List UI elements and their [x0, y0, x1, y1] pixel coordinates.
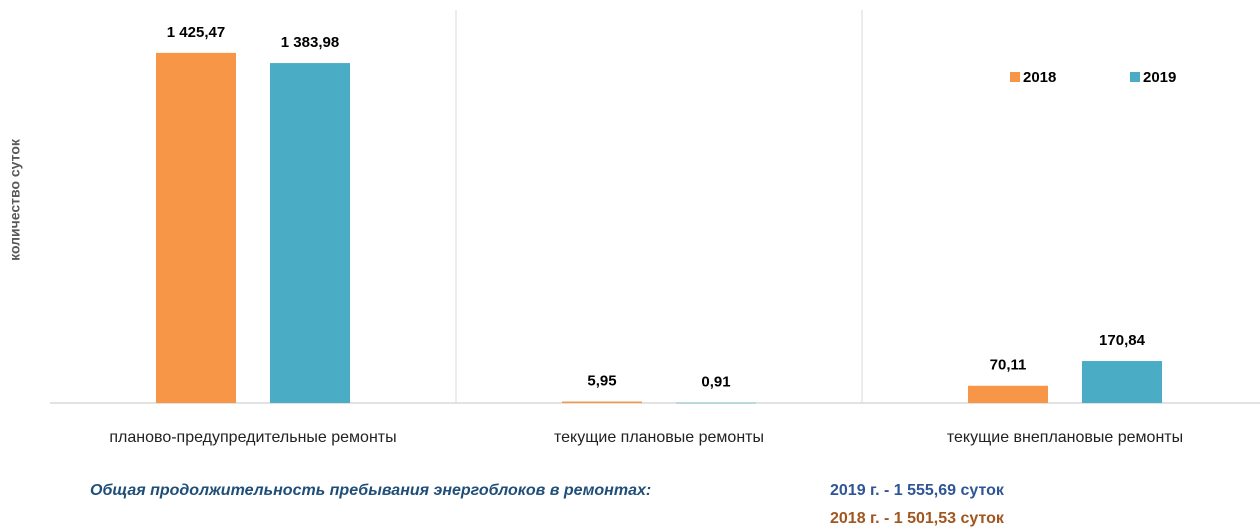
- bar: [676, 402, 756, 404]
- bar: [968, 385, 1048, 403]
- annotation: Общая продолжительность пребывания энерг…: [90, 482, 651, 499]
- x-tick-label: текущие плановые ремонты: [554, 429, 764, 446]
- x-tick-label: планово-предупредительные ремонты: [109, 429, 396, 446]
- value-label: 0,91: [701, 374, 730, 391]
- bar: [156, 52, 236, 404]
- value-label: 1 383,98: [281, 34, 339, 51]
- annotation: 2019 г. - 1 555,69 суток: [830, 482, 1005, 499]
- value-label: 1 425,47: [167, 24, 225, 41]
- bar: [1082, 361, 1162, 403]
- legend-swatch: [1130, 72, 1140, 82]
- x-tick-label: текущие внеплановые ремонты: [947, 429, 1183, 446]
- legend-swatch: [1010, 72, 1020, 82]
- legend-label: 2019: [1143, 69, 1176, 86]
- annotation: 2018 г. - 1 501,53 суток: [830, 510, 1005, 527]
- y-axis-label: количество суток: [7, 138, 23, 261]
- value-label: 70,11: [990, 357, 1027, 374]
- legend-label: 2018: [1023, 69, 1056, 86]
- value-label: 5,95: [587, 373, 616, 390]
- value-label: 170,84: [1099, 332, 1146, 349]
- bar: [562, 401, 642, 403]
- bar: [270, 63, 350, 404]
